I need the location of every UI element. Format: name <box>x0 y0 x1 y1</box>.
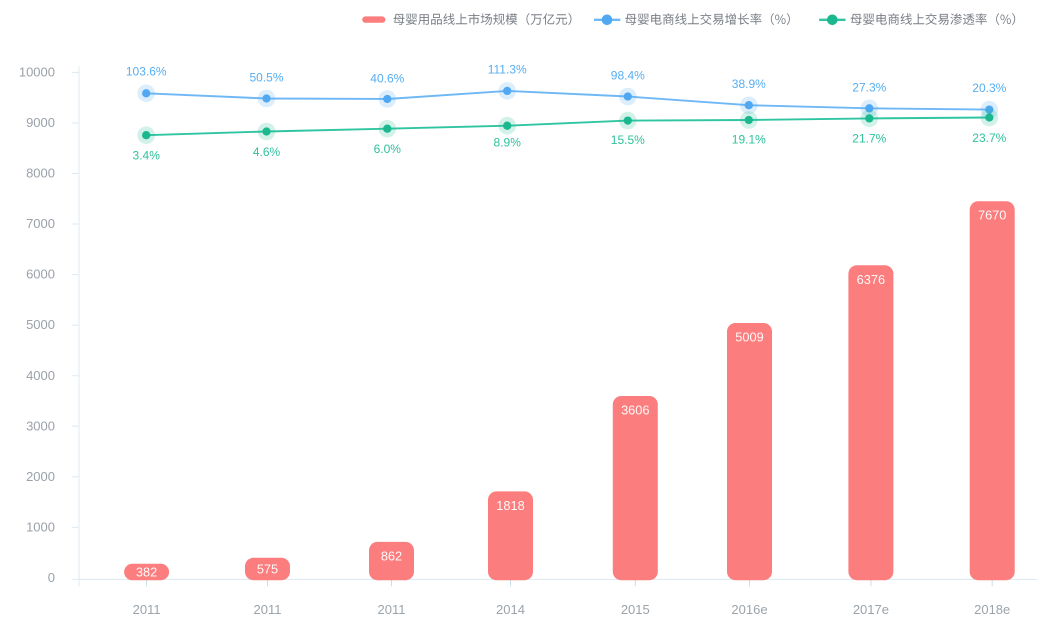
svg-text:40.6%: 40.6% <box>370 72 404 86</box>
svg-text:2011: 2011 <box>378 602 406 617</box>
svg-text:2015: 2015 <box>621 602 650 617</box>
svg-text:5000: 5000 <box>26 317 55 332</box>
svg-text:10000: 10000 <box>19 65 55 80</box>
svg-text:7670: 7670 <box>978 208 1006 223</box>
svg-text:20.3%: 20.3% <box>972 81 1006 95</box>
svg-text:2011: 2011 <box>133 602 161 617</box>
svg-text:3606: 3606 <box>621 403 649 418</box>
svg-text:3.4%: 3.4% <box>133 148 161 162</box>
svg-text:2016e: 2016e <box>731 602 767 617</box>
svg-text:111.3%: 111.3% <box>488 63 527 77</box>
svg-text:6376: 6376 <box>857 272 885 287</box>
svg-text:15.5%: 15.5% <box>611 133 645 147</box>
svg-text:8.9%: 8.9% <box>494 136 522 150</box>
svg-text:23.7%: 23.7% <box>972 131 1006 145</box>
svg-text:2018e: 2018e <box>974 602 1010 617</box>
svg-text:1000: 1000 <box>26 520 55 535</box>
svg-text:6000: 6000 <box>26 267 55 282</box>
svg-text:1818: 1818 <box>496 498 524 513</box>
svg-text:19.1%: 19.1% <box>732 133 766 147</box>
svg-text:2014: 2014 <box>496 602 525 617</box>
svg-text:2011: 2011 <box>254 602 282 617</box>
svg-text:50.5%: 50.5% <box>249 70 283 84</box>
svg-text:6.0%: 6.0% <box>374 142 402 156</box>
svg-text:0: 0 <box>48 570 55 585</box>
svg-text:103.6%: 103.6% <box>126 65 167 79</box>
svg-text:21.7%: 21.7% <box>852 132 886 146</box>
svg-text:2017e: 2017e <box>853 602 889 617</box>
svg-text:3000: 3000 <box>26 418 55 433</box>
svg-text:862: 862 <box>381 548 402 563</box>
svg-text:5009: 5009 <box>735 330 763 345</box>
svg-text:7000: 7000 <box>26 216 55 231</box>
svg-text:8000: 8000 <box>26 166 55 181</box>
svg-text:4000: 4000 <box>26 368 55 383</box>
svg-text:27.3%: 27.3% <box>852 81 886 95</box>
svg-text:575: 575 <box>257 561 278 576</box>
svg-text:4.6%: 4.6% <box>253 145 281 159</box>
svg-text:98.4%: 98.4% <box>611 69 645 83</box>
svg-text:382: 382 <box>136 564 157 579</box>
svg-text:2000: 2000 <box>26 469 55 484</box>
svg-text:38.9%: 38.9% <box>732 77 766 91</box>
svg-text:9000: 9000 <box>26 115 55 130</box>
